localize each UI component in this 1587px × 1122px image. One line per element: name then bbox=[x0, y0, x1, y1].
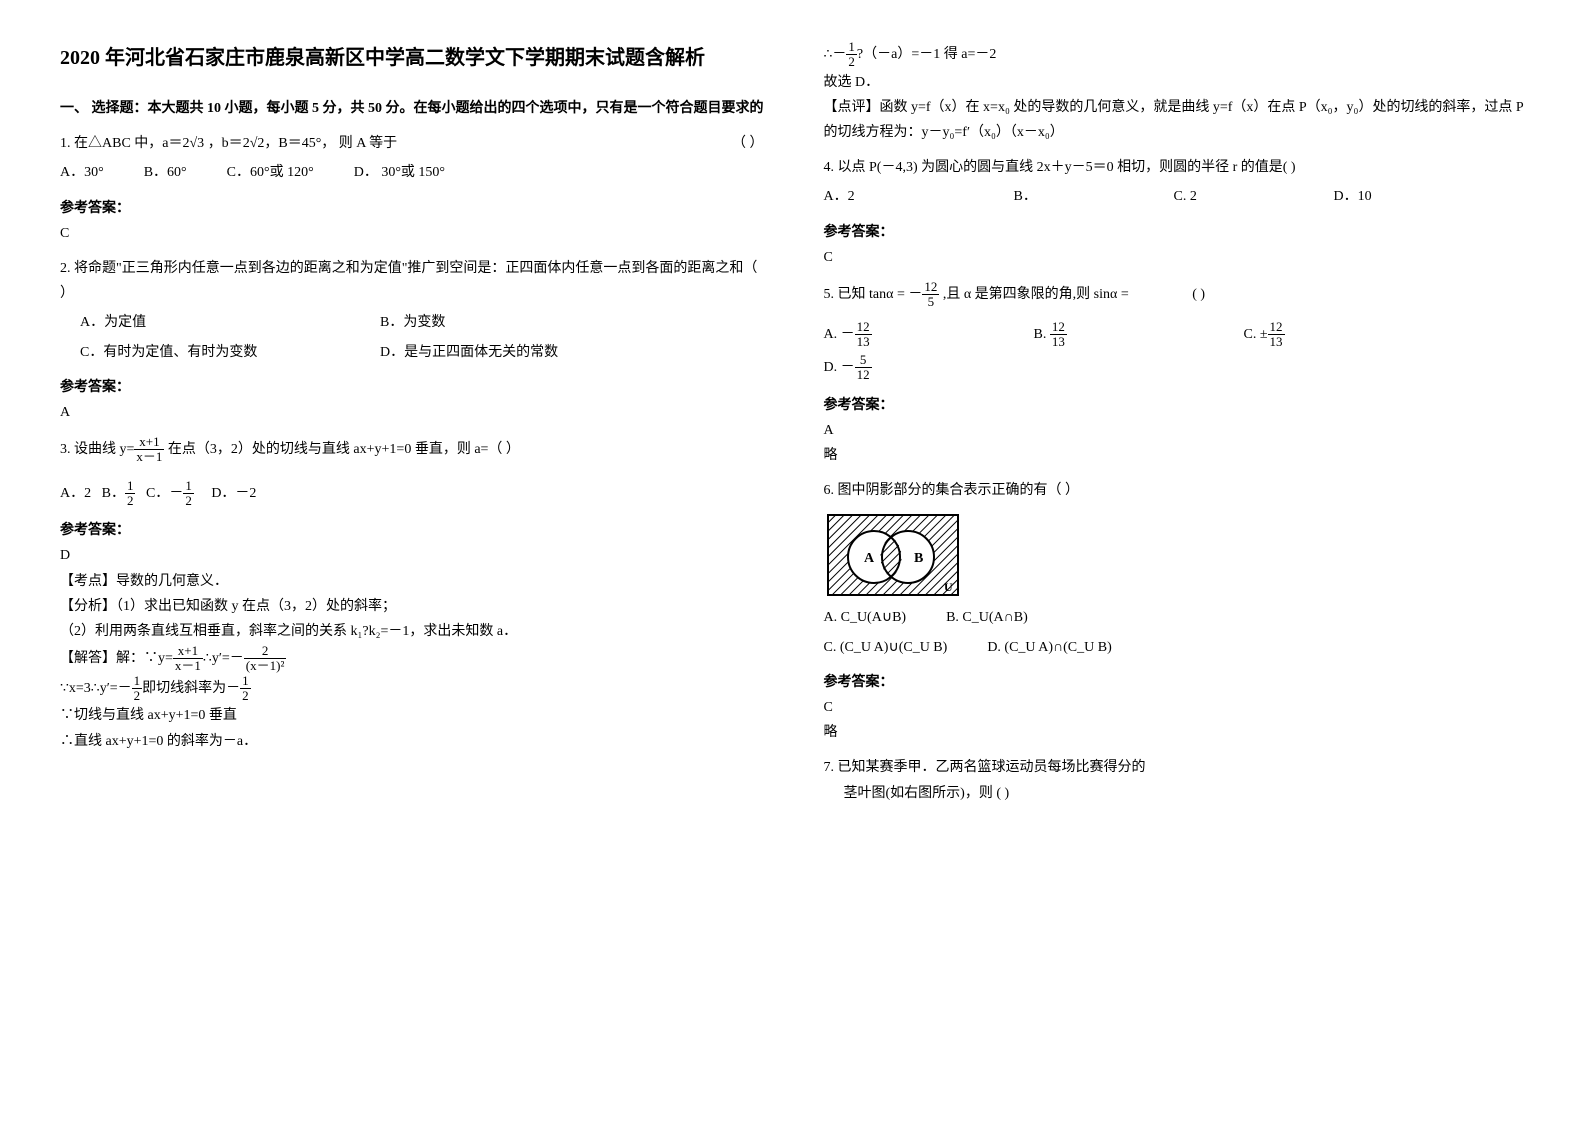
q3-answer-label: 参考答案： bbox=[60, 518, 764, 543]
question-6: 6. 图中阴影部分的集合表示正确的有（ ） bbox=[824, 478, 1528, 660]
q3-jieda-line3: ∵切线与直线 ax+y+1=0 垂直 bbox=[60, 703, 764, 728]
q2-opt-d: D．是与正四面体无关的常数 bbox=[380, 340, 558, 365]
q1-mid2: ，B＝45°， 则 A 等于 bbox=[264, 136, 397, 151]
venn-label-u: U bbox=[944, 580, 953, 594]
q3-answer: D bbox=[60, 543, 764, 568]
q3-jieda-line1: 【解答】解：∵y=x+1x－1∴y′=－2(x－1)² bbox=[60, 644, 764, 674]
q1-b-val: 2√2 bbox=[243, 136, 265, 151]
q3-r1-frac: 12 bbox=[846, 40, 857, 70]
q3-stem-pre: 3. 设曲线 bbox=[60, 442, 116, 457]
q3-frac1: x+1x－1 bbox=[134, 435, 164, 465]
q7-stem-2: 茎叶图(如右图所示)，则 ( ) bbox=[844, 781, 1528, 806]
q4-opt-c: C. 2 bbox=[1174, 184, 1294, 209]
q1-paren: （ ） bbox=[732, 131, 764, 156]
q1-answer-label: 参考答案： bbox=[60, 196, 764, 221]
q5-extra: 略 bbox=[824, 443, 1528, 468]
left-column: 2020 年河北省石家庄市鹿泉高新区中学高二数学文下学期期末试题含解析 一、 选… bbox=[60, 40, 764, 816]
q5-tan-pre: tanα = － bbox=[869, 287, 922, 302]
q4-opt-a: A．2 bbox=[824, 184, 974, 209]
q6-stem: 6. 图中阴影部分的集合表示正确的有（ ） bbox=[824, 478, 1528, 503]
q4-stem: 4. 以点 P(－4,3) 为圆心的圆与直线 2x＋y－5＝0 相切，则圆的半径… bbox=[824, 155, 1528, 180]
q3-opt-b-frac: 12 bbox=[125, 479, 136, 509]
question-4: 4. 以点 P(－4,3) 为圆心的圆与直线 2x＋y－5＝0 相切，则圆的半径… bbox=[824, 155, 1528, 209]
q1-answer: C bbox=[60, 221, 764, 246]
q5-opt-c: C. ±1213 bbox=[1244, 320, 1285, 350]
q1-mid1: ，b＝ bbox=[204, 136, 243, 151]
q2-opt-a: A．为定值 bbox=[80, 310, 340, 335]
q4-answer: C bbox=[824, 245, 1528, 270]
q5-opt-d: D. －512 bbox=[824, 353, 872, 383]
q3-yeq: y= bbox=[120, 442, 135, 457]
q3-fenxi-1: 【分析】（1）求出已知函数 y 在点（3，2）处的斜率； bbox=[60, 594, 764, 619]
q3-kaodian: 【考点】导数的几何意义． bbox=[60, 569, 764, 594]
q3-opt-c-sign: － bbox=[169, 486, 183, 501]
q2-answer: A bbox=[60, 400, 764, 425]
q5-stem-pre: 5. 已知 bbox=[824, 287, 866, 302]
question-1: 1. 在△ABC 中，a＝2√3 ，b＝2√2，B＝45°， 则 A 等于 （ … bbox=[60, 131, 764, 185]
q5-answer: A bbox=[824, 418, 1528, 443]
q6-opt-c: C. (C_U A)∪(C_U B) bbox=[824, 635, 948, 660]
q3-jd-frac2: 2(x－1)² bbox=[244, 644, 287, 674]
venn-label-a: A bbox=[864, 551, 875, 566]
q1-opt-b: B．60° bbox=[144, 160, 187, 185]
q3-right-line2: 故选 D． bbox=[824, 70, 1528, 95]
venn-label-b: B bbox=[914, 551, 923, 566]
q1-opt-d: D． 30°或 150° bbox=[354, 160, 445, 185]
q3-stem-post: 在点（3，2）处的切线与直线 ax+y+1=0 垂直，则 a=（ ） bbox=[168, 442, 520, 457]
q3-opt-c-frac: 12 bbox=[183, 479, 194, 509]
q2-opt-c: C．有时为定值、有时为变数 bbox=[80, 340, 340, 365]
q6-answer: C bbox=[824, 695, 1528, 720]
q6-opt-a: A. C_U(A∪B) bbox=[824, 605, 907, 630]
q5-tan-frac: 125 bbox=[922, 280, 939, 310]
question-3: 3. 设曲线 y=x+1x－1 在点（3，2）处的切线与直线 ax+y+1=0 … bbox=[60, 435, 764, 508]
q3-right-line1: ∴－12?（－a）=－1 得 a=－2 bbox=[824, 40, 1528, 70]
q6-answer-label: 参考答案： bbox=[824, 670, 1528, 695]
q3-opt-a: A．2 bbox=[60, 486, 91, 501]
q5-opt-b: B. 1213 bbox=[1034, 320, 1204, 350]
q7-stem-1: 7. 已知某赛季甲．乙两名篮球运动员每场比赛得分的 bbox=[824, 755, 1528, 780]
q5-answer-label: 参考答案： bbox=[824, 393, 1528, 418]
q4-opt-d: D．10 bbox=[1334, 184, 1372, 209]
q2-stem: 2. 将命题"正三角形内任意一点到各边的距离之和为定值"推广到空间是：正四面体内… bbox=[60, 256, 764, 306]
q3-fenxi-2: （2）利用两条直线互相垂直，斜率之间的关系 k₁?k₂=－1，求出未知数 a． bbox=[60, 619, 764, 644]
section-1-heading: 一、 选择题：本大题共 10 小题，每小题 5 分，共 50 分。在每小题给出的… bbox=[60, 96, 764, 121]
right-column: ∴－12?（－a）=－1 得 a=－2 故选 D． 【点评】函数 y=f（x）在… bbox=[824, 40, 1528, 816]
q6-opt-b: B. C_U(A∩B) bbox=[946, 605, 1028, 630]
q3-jd-frac1: x+1x－1 bbox=[173, 644, 203, 674]
q1-stem-pre: 1. 在△ABC 中，a＝ bbox=[60, 136, 183, 151]
question-7: 7. 已知某赛季甲．乙两名篮球运动员每场比赛得分的 茎叶图(如右图所示)，则 (… bbox=[824, 755, 1528, 805]
q3-opt-d: D．－2 bbox=[211, 486, 256, 501]
question-5: 5. 已知 tanα = －125 ,且 α 是第四象限的角,则 sinα = … bbox=[824, 280, 1528, 383]
q3-l2-frac2: 12 bbox=[240, 674, 251, 704]
q1-opt-a: A．30° bbox=[60, 160, 104, 185]
q3-l2-frac: 12 bbox=[132, 674, 143, 704]
q1-opt-c: C．60°或 120° bbox=[227, 160, 314, 185]
q2-answer-label: 参考答案： bbox=[60, 375, 764, 400]
venn-diagram: A B U bbox=[824, 509, 964, 599]
q5-opt-a: A. －1213 bbox=[824, 320, 994, 350]
q3-jieda-line4: ∴直线 ax+y+1=0 的斜率为－a． bbox=[60, 729, 764, 754]
q2-opt-b: B．为变数 bbox=[380, 310, 445, 335]
question-2: 2. 将命题"正三角形内任意一点到各边的距离之和为定值"推广到空间是：正四面体内… bbox=[60, 256, 764, 365]
q1-a-val: 2√3 bbox=[183, 136, 205, 151]
title: 2020 年河北省石家庄市鹿泉高新区中学高二数学文下学期期末试题含解析 bbox=[60, 40, 764, 76]
q3-dianping: 【点评】函数 y=f（x）在 x=x₀ 处的导数的几何意义，就是曲线 y=f（x… bbox=[824, 95, 1528, 145]
q6-opt-d: D. (C_U A)∩(C_U B) bbox=[987, 635, 1111, 660]
q5-stem-mid: ,且 α 是第四象限的角,则 sinα = bbox=[943, 287, 1129, 302]
q5-paren: ( ) bbox=[1192, 287, 1205, 302]
q3-jieda-line2: ∵x=3∴y′=－12即切线斜率为－12 bbox=[60, 674, 764, 704]
q3-opt-b-pre: B． bbox=[102, 486, 125, 501]
q4-opt-b: B． bbox=[1014, 184, 1134, 209]
q6-extra: 略 bbox=[824, 720, 1528, 745]
q4-answer-label: 参考答案： bbox=[824, 220, 1528, 245]
q3-opt-c-pre: C． bbox=[146, 486, 169, 501]
